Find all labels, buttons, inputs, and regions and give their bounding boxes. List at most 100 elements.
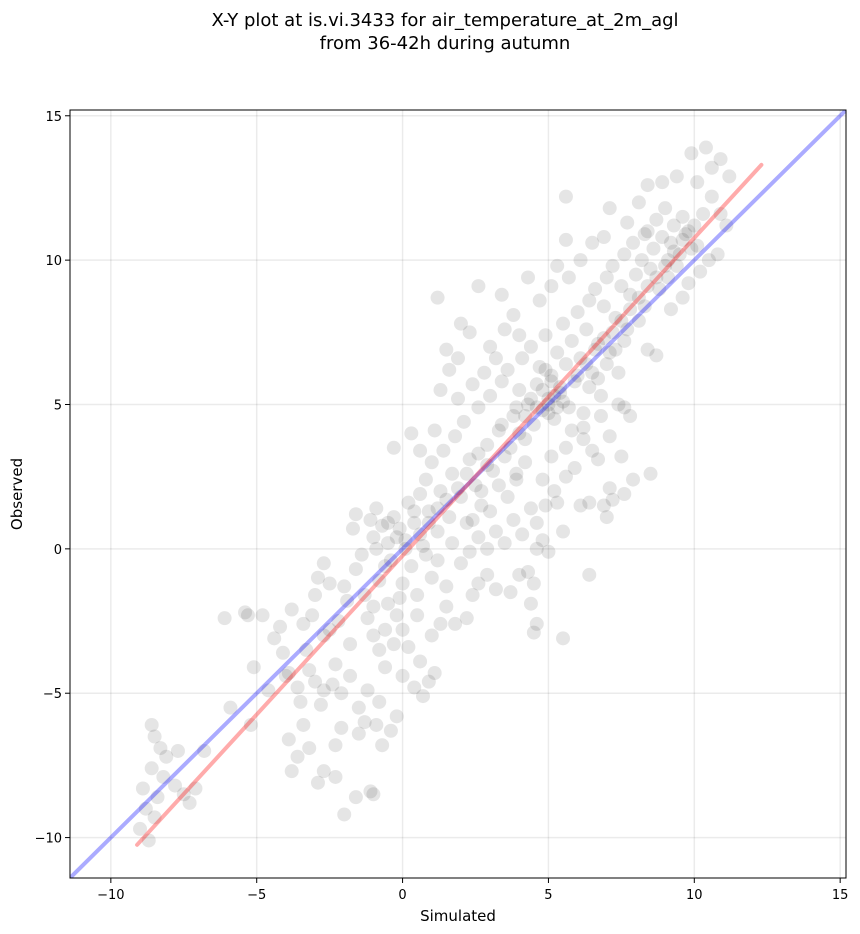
scatter-point (483, 504, 498, 519)
scatter-point (535, 533, 550, 548)
scatter-point (523, 501, 538, 516)
scatter-point (433, 383, 448, 398)
scatter-point (512, 383, 527, 398)
scatter-point (468, 478, 483, 493)
scatter-point (328, 657, 343, 672)
y-tick-label: 0 (54, 543, 62, 558)
scatter-point (655, 230, 670, 245)
scatter-point (430, 553, 445, 568)
scatter-point (640, 224, 655, 239)
scatter-point (588, 282, 603, 297)
scatter-point (626, 235, 641, 250)
x-tick-label: 10 (686, 888, 703, 903)
scatter-point (366, 787, 381, 802)
scatter-point (281, 732, 296, 747)
scatter-point (427, 666, 442, 681)
scatter-point (611, 365, 626, 380)
scatter-point (526, 625, 541, 640)
scatter-point (620, 322, 635, 337)
scatter-point (614, 313, 629, 328)
scatter-point (465, 377, 480, 392)
scatter-point (238, 605, 253, 620)
scatter-point (526, 417, 541, 432)
scatter-point (345, 521, 360, 536)
scatter-point (663, 235, 678, 250)
scatter-point (605, 492, 620, 507)
scatter-point (401, 495, 416, 510)
scatter-point (558, 469, 573, 484)
scatter-point (351, 726, 366, 741)
scatter-point (500, 489, 515, 504)
scatter-point (558, 440, 573, 455)
scatter-point (658, 258, 673, 273)
scatter-point (620, 215, 635, 230)
scatter-point (704, 160, 719, 175)
scatter-point (561, 400, 576, 415)
scatter-point (144, 761, 159, 776)
scatter-point (302, 741, 317, 756)
scatter-point (415, 538, 430, 553)
scatter-point (284, 602, 299, 617)
scatter-points (133, 140, 737, 848)
scatter-point (591, 452, 606, 467)
scatter-point (316, 628, 331, 643)
scatter-point (313, 697, 328, 712)
scatter-point (658, 201, 673, 216)
scatter-point (684, 146, 699, 161)
scatter-point (523, 391, 538, 406)
scatter-point (678, 227, 693, 242)
scatter-point (176, 787, 191, 802)
scatter-point (521, 270, 536, 285)
scatter-point (439, 579, 454, 594)
plot-frame (69, 109, 847, 879)
scatter-point (424, 628, 439, 643)
scatter-point (570, 305, 585, 320)
scatter-point (433, 616, 448, 631)
scatter-point (290, 680, 305, 695)
scatter-point (582, 567, 597, 582)
scatter-point (188, 781, 203, 796)
scatter-point (322, 576, 337, 591)
scatter-point (424, 455, 439, 470)
scatter-point (666, 218, 681, 233)
scatter-point (591, 371, 606, 386)
scatter-point (133, 821, 148, 836)
scatter-point (497, 449, 512, 464)
scatter-point (474, 498, 489, 513)
scatter-point (564, 333, 579, 348)
scatter-point (488, 582, 503, 597)
scatter-point (448, 616, 463, 631)
scatter-point (316, 764, 331, 779)
scatter-point (395, 622, 410, 637)
scatter-point (541, 391, 556, 406)
scatter-point (433, 484, 448, 499)
scatter-point (351, 700, 366, 715)
scatter-point (413, 443, 428, 458)
scatter-point (413, 527, 428, 542)
scatter-point (666, 244, 681, 259)
scatter-point (567, 374, 582, 389)
scatter-point (523, 339, 538, 354)
scatter-point (380, 536, 395, 551)
scatter-point (340, 593, 355, 608)
scatter-point (337, 807, 352, 822)
scatter-point (599, 270, 614, 285)
scatter-point (523, 596, 538, 611)
scatter-point (156, 769, 171, 784)
scatter-point (421, 504, 436, 519)
scatter-point (395, 668, 410, 683)
scatter-point (690, 238, 705, 253)
scatter-point (512, 328, 527, 343)
scatter-point (494, 374, 509, 389)
scatter-point (316, 683, 331, 698)
scatter-point (378, 660, 393, 675)
scatter-point (453, 556, 468, 571)
scatter-point (570, 368, 585, 383)
scatter-point (573, 253, 588, 268)
scatter-point (640, 279, 655, 294)
scatter-point (521, 397, 536, 412)
scatter-point (681, 276, 696, 291)
scatter-point (634, 253, 649, 268)
scatter-point (290, 749, 305, 764)
